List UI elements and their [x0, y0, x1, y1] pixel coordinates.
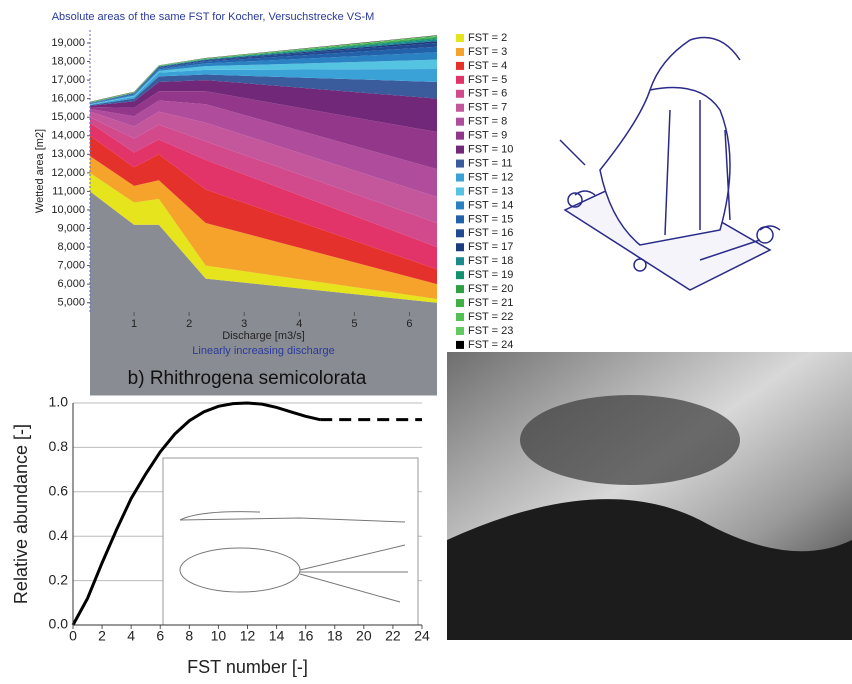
legend-label: FST = 17	[468, 241, 513, 253]
legend-swatch	[456, 132, 464, 140]
legend-label: FST = 9	[468, 130, 507, 142]
legend-swatch	[456, 285, 464, 293]
legend-label: FST = 24	[468, 339, 513, 351]
legend-label: FST = 16	[468, 227, 513, 239]
legend-swatch	[456, 257, 464, 265]
legend-label: FST = 3	[468, 46, 507, 58]
x-tick-label: 12	[240, 628, 256, 644]
y-tick-label: 6,000	[57, 278, 85, 290]
y-tick-label: 15,000	[51, 111, 85, 123]
x-tick-label: 14	[269, 628, 285, 644]
y-tick-label: 0.0	[49, 616, 69, 632]
y-tick-label: 0.6	[49, 483, 69, 499]
y-tick-label: 1.0	[49, 394, 69, 410]
legend-label: FST = 20	[468, 283, 513, 295]
chart-title: Absolute areas of the same FST for Koche…	[52, 11, 375, 23]
x-tick-label: 18	[327, 628, 343, 644]
legend-label: FST = 4	[468, 60, 507, 72]
legend-swatch	[456, 341, 464, 349]
legend-swatch	[456, 215, 464, 223]
legend-swatch	[456, 313, 464, 321]
legend-label: FST = 14	[468, 199, 513, 211]
legend-swatch	[456, 104, 464, 112]
legend-swatch	[456, 76, 464, 84]
legend-swatch	[456, 118, 464, 126]
x-tick-label: 8	[185, 628, 193, 644]
legend-label: FST = 2	[468, 32, 507, 44]
legend-swatch	[456, 243, 464, 251]
x-tick-label: 4	[127, 628, 135, 644]
legend-label: FST = 19	[468, 269, 513, 281]
x-tick-label: 1	[131, 318, 137, 330]
y-tick-label: 0.8	[49, 438, 69, 454]
x-tick-label: 6	[156, 628, 164, 644]
x-tick-label: 20	[356, 628, 372, 644]
y-tick-label: 12,000	[51, 167, 85, 179]
y-tick-label: 19,000	[51, 37, 85, 49]
legend-label: FST = 18	[468, 255, 513, 267]
x-tick-label: 0	[69, 628, 77, 644]
legend-label: FST = 8	[468, 116, 507, 128]
legend-label: FST = 5	[468, 74, 507, 86]
chart: FST = 2 FST = 3 FST = 4 FST = 5 FST = 6 FST =…	[34, 11, 513, 396]
y-tick-label: 18,000	[51, 55, 85, 67]
legend-swatch	[456, 48, 464, 56]
y-tick-label: 10,000	[51, 204, 85, 216]
inset-box	[163, 458, 418, 625]
hand-sketch	[560, 38, 780, 291]
figure: FST = 2 FST = 3 FST = 4 FST = 5 FST = 6 FST =…	[0, 0, 852, 684]
x-tick-label: 3	[241, 318, 247, 330]
x-axis-label: Discharge [m3/s]	[222, 330, 305, 342]
legend-label: FST = 21	[468, 297, 513, 309]
legend-label: FST = 12	[468, 171, 513, 183]
legend-swatch	[456, 34, 464, 42]
legend-label: FST = 23	[468, 325, 513, 337]
legend-swatch	[456, 271, 464, 279]
legend-swatch	[456, 90, 464, 98]
x-tick-label: 5	[351, 318, 357, 330]
legend-label: FST = 11	[468, 157, 513, 169]
x-tick-label: 6	[406, 318, 412, 330]
y-tick-label: 16,000	[51, 93, 85, 105]
legend-label: FST = 15	[468, 213, 513, 225]
legend-swatch	[456, 201, 464, 209]
annotation: Linearly increasing discharge	[192, 345, 334, 357]
y-tick-label: 8,000	[57, 241, 85, 253]
nymph-body	[520, 395, 740, 485]
legend-label: FST = 6	[468, 88, 507, 100]
legend-label: FST = 22	[468, 311, 513, 323]
y-tick-label: 14,000	[51, 130, 85, 142]
x-tick-label: 2	[186, 318, 192, 330]
legend-label: FST = 10	[468, 144, 513, 156]
y-tick-label: 13,000	[51, 148, 85, 160]
y-tick-label: 0.2	[49, 571, 69, 587]
x-tick-label: 10	[211, 628, 227, 644]
y-tick-label: 11,000	[52, 185, 85, 197]
legend-swatch	[456, 62, 464, 70]
x-tick-label: 16	[298, 628, 314, 644]
y-tick-label: 0.4	[49, 527, 69, 543]
y-axis-label: Wetted area [m2]	[34, 129, 46, 213]
chart-title: b) Rhithrogena semicolorata	[128, 368, 367, 389]
legend-swatch	[456, 160, 464, 168]
legend-label: FST = 7	[468, 102, 507, 114]
legend-label: FST = 13	[468, 185, 513, 197]
x-tick-label: 4	[296, 318, 302, 330]
legend-swatch	[456, 174, 464, 182]
x-tick-label: 2	[98, 628, 106, 644]
y-tick-label: 5,000	[57, 297, 85, 309]
legend-swatch	[456, 327, 464, 335]
y-tick-label: 17,000	[51, 74, 85, 86]
x-axis-label: FST number [-]	[187, 657, 308, 677]
y-axis-label: Relative abundance [-]	[11, 424, 31, 604]
legend-swatch	[456, 299, 464, 307]
x-tick-label: 22	[385, 628, 401, 644]
y-tick-label: 9,000	[57, 222, 85, 234]
legend-swatch	[456, 229, 464, 237]
legend-swatch	[456, 146, 464, 154]
x-tick-label: 24	[414, 628, 430, 644]
legend-swatch	[456, 187, 464, 195]
y-tick-label: 7,000	[57, 260, 85, 272]
